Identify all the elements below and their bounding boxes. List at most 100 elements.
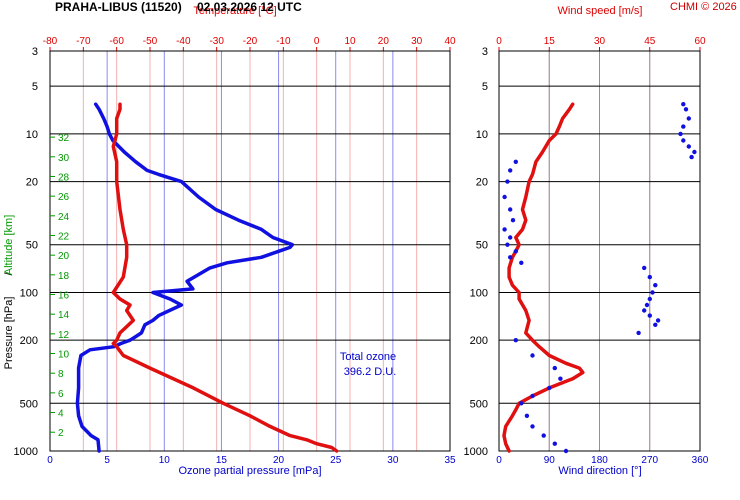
wind-direction-point <box>547 385 552 391</box>
altitude-tick-label: 18 <box>58 271 70 282</box>
altitude-tick-label: 28 <box>58 172 70 183</box>
temperature-tick-label: -50 <box>143 36 158 47</box>
datetime-title: 02.03.2026 12 UTC <box>197 0 302 14</box>
wind-direction-point <box>650 290 655 295</box>
pressure-tick-label: 1000 <box>14 446 38 458</box>
temperature-tick-label: -10 <box>276 36 291 47</box>
temperature-tick-label: -40 <box>176 36 191 47</box>
wind-direction-point <box>508 168 513 173</box>
altitude-tick-label: 2 <box>58 428 64 439</box>
wind-direction-point <box>647 296 652 302</box>
wind-direction-point <box>508 255 513 260</box>
wind-speed-tick-label: 60 <box>694 36 706 47</box>
temperature-tick-label: -60 <box>109 36 124 47</box>
wind-direction-point <box>655 318 661 323</box>
ozone-tick-label: 20 <box>273 455 285 466</box>
ozone-tick-label: 5 <box>104 455 110 466</box>
right-plot-frame <box>498 50 701 452</box>
wind-direction-point <box>513 249 518 254</box>
wind-direction-point <box>647 274 652 280</box>
wind-direction-point <box>524 413 530 418</box>
altitude-tick-label: 4 <box>58 409 64 420</box>
wind-direction-point <box>530 393 535 399</box>
pressure-tick-label: 50 <box>476 240 488 252</box>
wind-direction-point <box>541 433 546 438</box>
ozone-profile-line <box>75 102 295 453</box>
wind-direction-point <box>558 376 563 381</box>
pressure-tick-label: 1000 <box>464 446 488 458</box>
wind-direction-point <box>508 235 513 240</box>
altitude-tick-label: 30 <box>58 153 70 164</box>
altitude-tick-label: 20 <box>58 251 70 262</box>
wind-direction-point <box>513 338 518 343</box>
pressure-tick-label: 5 <box>32 81 38 93</box>
wind-direction-point <box>653 283 658 288</box>
altitude-tick-label: 8 <box>58 369 64 380</box>
wind-direction-point <box>519 260 524 265</box>
wind-direction-point <box>642 265 647 271</box>
wind-direction-point <box>692 149 697 155</box>
wind-direction-point <box>513 159 518 164</box>
ozone-temperature-chart: -80 -70 -60 -50 -40 -30 -20 -10 0 10 20 30 40 0 5 10 15 2… <box>3 5 456 477</box>
pressure-tick-label: 20 <box>26 177 38 189</box>
temperature-tick-label: -30 <box>209 36 224 47</box>
altitude-tick-label: 16 <box>58 291 70 302</box>
pressure-tick-label: 10 <box>26 129 38 141</box>
wind-direction-tick-label: 180 <box>591 455 608 466</box>
total-ozone-label: Total ozone <box>340 351 396 363</box>
wind-speed-tick-label: 0 <box>496 36 502 47</box>
wind-direction-point <box>502 194 507 200</box>
wind-direction-tick-label: 0 <box>496 455 502 466</box>
wind-direction-point <box>647 313 652 318</box>
pressure-tick-label: 500 <box>470 398 488 410</box>
wind-direction-point <box>552 365 557 371</box>
total-ozone-value: 396.2 D.U. <box>344 366 397 378</box>
wind-direction-tick-label: 270 <box>641 455 658 466</box>
wind-direction-point <box>686 116 691 121</box>
pressure-tick-label: 200 <box>20 335 38 347</box>
pressure-tick-label: 3 <box>482 46 488 58</box>
ozone-tick-label: 35 <box>444 455 456 466</box>
altitude-tick-label: 10 <box>58 350 70 361</box>
wind-direction-point <box>644 302 650 308</box>
wind-direction-point <box>678 131 683 137</box>
altitude-tick-label: 6 <box>58 389 64 400</box>
wind-speed-tick-label: 30 <box>594 36 606 47</box>
temperature-tick-label: -80 <box>43 36 58 47</box>
wind-speed-tick-label: 15 <box>544 36 556 47</box>
ozone-tick-label: 15 <box>216 455 228 466</box>
temperature-tick-label: 0 <box>314 36 320 47</box>
wind-direction-point <box>681 138 686 143</box>
wind-chart: 0 15 30 45 60 0 90 180 270 360 3 5 10 20 50 100 200 500 10… <box>464 5 709 477</box>
altitude-tick-label: 22 <box>58 231 70 242</box>
wind-direction-axis-title: Wind direction [°] <box>558 465 641 477</box>
wind-direction-point <box>563 448 569 454</box>
altitude-tick-label: 14 <box>58 310 70 321</box>
left-plot-frame <box>49 50 451 452</box>
wind-direction-point <box>636 330 641 336</box>
pressure-axis-title: Pressure [hPa] <box>3 297 15 370</box>
temperature-tick-label: 20 <box>378 36 390 47</box>
pressure-tick-label: 5 <box>482 81 488 93</box>
temperature-tick-label: -20 <box>243 36 258 47</box>
wind-direction-point <box>530 353 535 358</box>
wind-direction-point <box>653 322 658 327</box>
wind-direction-point <box>510 218 516 223</box>
ozone-tick-label: 25 <box>330 455 342 466</box>
pressure-tick-label: 200 <box>470 335 488 347</box>
station-title: PRAHA-LIBUS (11520) <box>55 0 182 14</box>
temperature-tick-label: -70 <box>76 36 91 47</box>
ozone-axis-title: Ozone partial pressure [mPa] <box>178 465 321 477</box>
temperature-tick-label: 30 <box>411 36 423 47</box>
wind-direction-point <box>642 308 647 313</box>
wind-direction-point <box>530 424 535 429</box>
pressure-tick-label: 50 <box>26 240 38 252</box>
pressure-tick-label: 3 <box>32 46 38 58</box>
wind-direction-point <box>508 207 513 212</box>
altitude-axis-title: Altitude [km] <box>3 215 15 276</box>
wind-speed-tick-label: 45 <box>644 36 656 47</box>
temperature-tick-label: 10 <box>344 36 356 47</box>
wind-direction-tick-label: 90 <box>544 455 556 466</box>
pressure-tick-label: 100 <box>470 287 488 299</box>
wind-direction-point <box>502 227 507 232</box>
